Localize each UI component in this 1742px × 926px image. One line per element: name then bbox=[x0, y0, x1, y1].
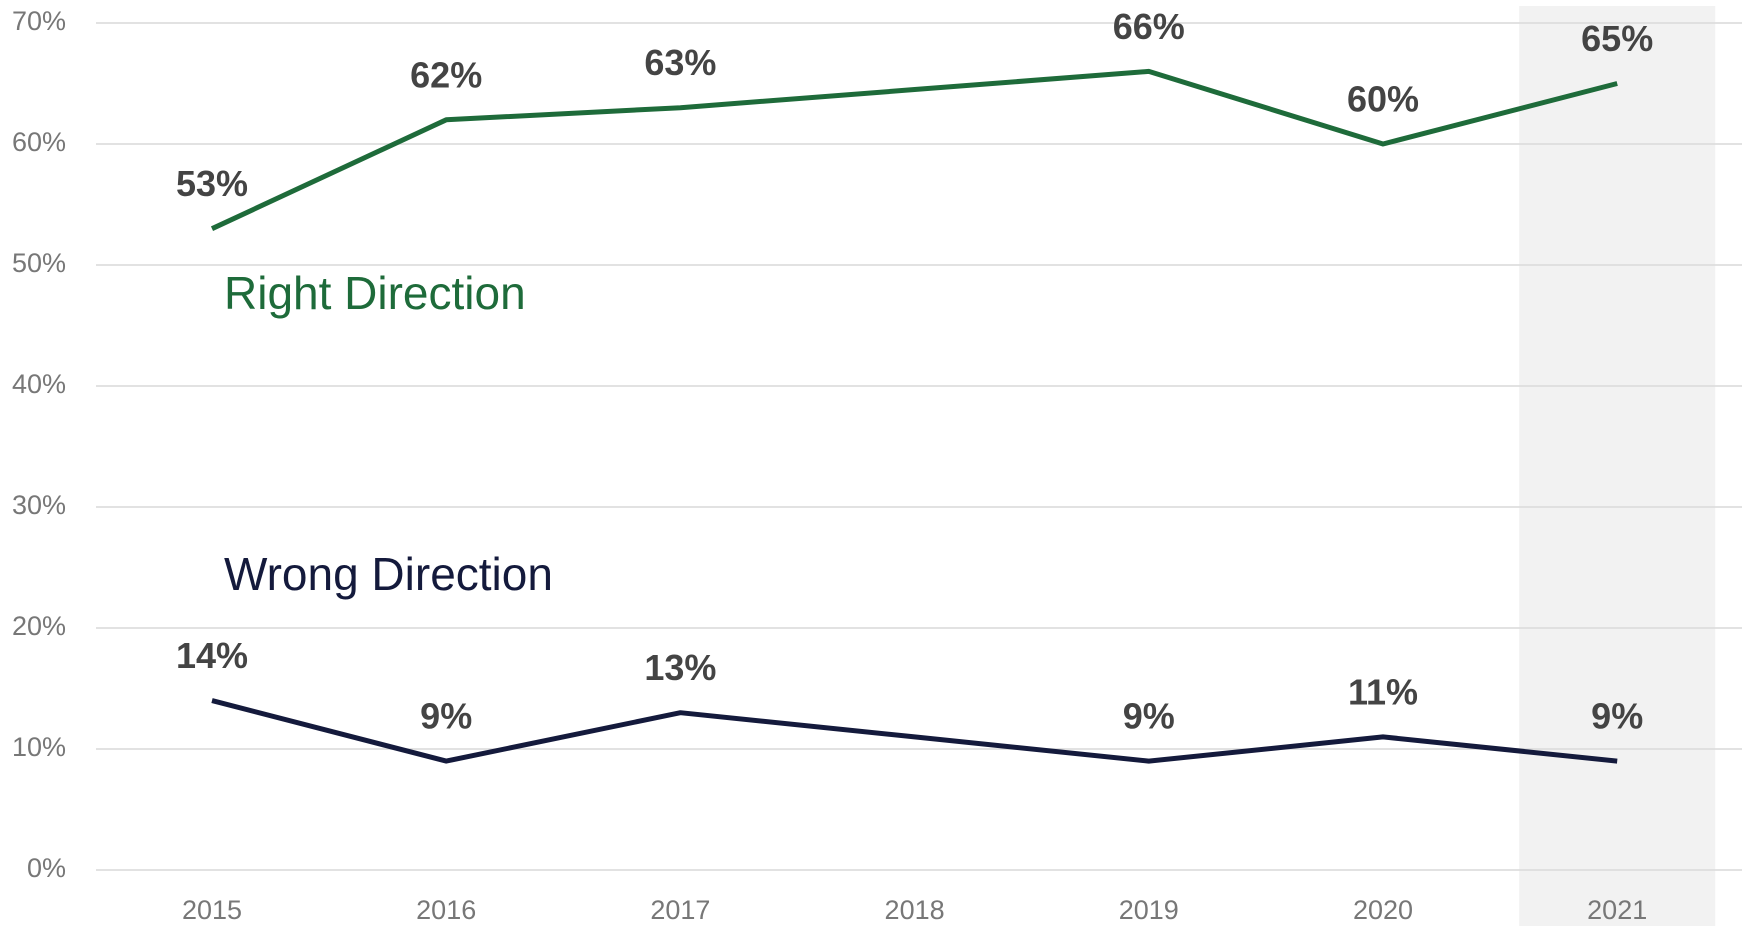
y-tick-label: 20% bbox=[12, 611, 66, 641]
x-tick-label: 2018 bbox=[885, 895, 945, 925]
data-label: 13% bbox=[644, 647, 716, 688]
y-tick-label: 60% bbox=[12, 127, 66, 157]
y-tick-label: 50% bbox=[12, 248, 66, 278]
x-tick-label: 2021 bbox=[1587, 895, 1647, 925]
data-label: 9% bbox=[420, 696, 472, 737]
x-tick-label: 2016 bbox=[416, 895, 476, 925]
data-label: 14% bbox=[176, 635, 248, 676]
data-label: 66% bbox=[1113, 6, 1185, 47]
y-tick-label: 70% bbox=[12, 6, 66, 36]
x-tick-label: 2019 bbox=[1119, 895, 1179, 925]
data-label: 60% bbox=[1347, 79, 1419, 120]
data-label: 62% bbox=[410, 54, 482, 95]
series-name: Wrong Direction bbox=[224, 548, 553, 600]
data-label: 11% bbox=[1348, 671, 1418, 712]
y-tick-label: 10% bbox=[12, 732, 66, 762]
series-name: Right Direction bbox=[224, 267, 526, 319]
data-label: 53% bbox=[176, 163, 248, 204]
series-line bbox=[211, 698, 1618, 764]
data-label: 9% bbox=[1123, 696, 1175, 737]
data-label: 63% bbox=[644, 42, 716, 83]
series-line bbox=[210, 68, 1618, 231]
x-tick-label: 2020 bbox=[1353, 895, 1413, 925]
data-label: 9% bbox=[1591, 696, 1643, 737]
x-tick-label: 2015 bbox=[182, 895, 242, 925]
y-tick-label: 30% bbox=[12, 490, 66, 520]
y-tick-label: 40% bbox=[12, 369, 66, 399]
x-tick-label: 2017 bbox=[650, 895, 710, 925]
data-label: 65% bbox=[1581, 18, 1653, 59]
y-tick-label: 0% bbox=[27, 853, 66, 883]
highlight-band bbox=[1519, 6, 1716, 926]
